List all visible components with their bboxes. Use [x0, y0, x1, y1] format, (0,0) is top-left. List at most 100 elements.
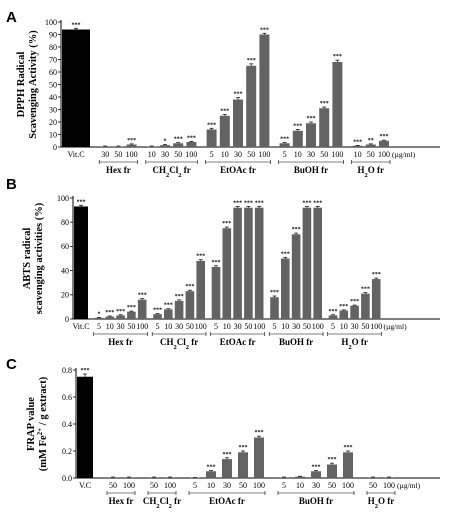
panel-a-ylabel-line: DPPH Radical: [16, 52, 27, 118]
panel-b-significance-label: ***: [339, 304, 348, 310]
panel-b-significance-label: ***: [175, 294, 184, 300]
panel-a-x-tick-label: 50: [320, 150, 328, 159]
panel-a-significance-label: ***: [247, 58, 256, 64]
panel-a-y-tick-label: 0: [53, 143, 57, 152]
panel-b-x-tick-label: 30: [351, 322, 359, 331]
panel-b-unit-label: (µg/ml): [384, 322, 408, 331]
panel-a-x-tick-label: 10: [354, 150, 362, 159]
panel-b-significance-label: ***: [302, 200, 311, 206]
panel-a-bar: [160, 145, 170, 147]
panel-b-x-tick-label: 100: [136, 322, 148, 331]
panel-b-bar: [371, 279, 381, 319]
panel-b-significance-label: ***: [372, 272, 381, 278]
panel-a-bar: [146, 146, 157, 147]
panel-a-significance-label: *: [164, 139, 167, 145]
panel-b-x-tick-label: Vit.C: [72, 322, 89, 331]
panel-b-x-tick-label: 5: [97, 322, 101, 331]
panel-a-x-tick-label: 50: [174, 150, 182, 159]
panel-b-significance-label: ***: [105, 310, 114, 316]
panel-b-x-tick-label: 30: [292, 322, 300, 331]
panel-a-significance-label: ***: [174, 137, 183, 143]
panel-a-x-tick-label: 30: [234, 150, 242, 159]
panel-b-x-tick-label: 10: [281, 322, 289, 331]
panel-c-x-tick-label: 30: [223, 481, 231, 490]
panel-a-y-tick-label: 100: [45, 18, 57, 27]
panel-a-bar: [292, 130, 303, 147]
panel-a-bar: [100, 146, 111, 147]
panel-b-x-tick-label: 50: [186, 322, 194, 331]
panel-b-bar: [244, 207, 253, 319]
panel-a-bar: [259, 34, 270, 147]
panel-b-significance-label: ***: [329, 309, 338, 315]
panel-a-significance-label: ***: [280, 137, 289, 143]
panel-a-bar: [126, 144, 137, 147]
panel-c-x-tick-label: 5: [193, 481, 197, 490]
panel-b-bar: [74, 206, 88, 319]
panel-b-bar: [174, 300, 184, 319]
panel-b-x-tick-label: 5: [331, 322, 335, 331]
panel-c-bar: [254, 437, 264, 478]
panel-b-x-tick-label: 50: [127, 322, 135, 331]
panel-c-x-tick-label: 100: [253, 481, 265, 490]
panel-c-y-tick-label: 0.2: [62, 447, 72, 456]
panel-a-x-tick-label: 30: [161, 150, 169, 159]
panel-b-x-tick-label: 100: [370, 322, 382, 331]
panel-b-bar: [361, 293, 370, 319]
panel-b-group-label: H2O fr: [341, 337, 368, 351]
panel-a-x-tick-label: 10: [148, 150, 156, 159]
panel-b-significance-label: ***: [153, 308, 162, 314]
panel-a-significance-label: ***: [187, 135, 196, 141]
panel-c-group-label: CH2Cl2 fr: [143, 496, 181, 510]
panel-c-significance-label: ***: [239, 445, 248, 451]
panel-c-x-tick-label: 100: [123, 481, 135, 490]
panel-b-group-label: BuOH fr: [279, 337, 313, 347]
panel-b-y-tick-label: 0: [65, 315, 69, 324]
panel-b-x-tick-label: 5: [156, 322, 160, 331]
panel-c-bar: [343, 452, 353, 478]
panel-b-bar: [350, 305, 359, 319]
panel-a-y-tick-label: 80: [49, 43, 57, 52]
panel-c-group-label: BuOH fr: [299, 496, 333, 506]
panel-c-y-tick-label: 0.6: [62, 393, 72, 402]
panel-b-significance-label: ***: [270, 290, 279, 296]
panel-c-x-tick-label: 50: [369, 481, 377, 490]
panel-b-bar: [281, 258, 290, 319]
panel-c-bar: [77, 376, 93, 478]
panel-a-x-tick-label: 100: [378, 150, 390, 159]
panel-a-group-label: CH2Cl2 fr: [152, 165, 190, 179]
panel-b-x-tick-label: 30: [175, 322, 183, 331]
panel-b-bar: [94, 317, 104, 319]
panel-b-y-tick-label: 60: [61, 242, 69, 251]
panel-b-significance-label: ***: [185, 284, 194, 290]
panel-a-x-tick-label: 10: [294, 150, 302, 159]
panel-c-x-tick-label: 50: [328, 481, 336, 490]
panel-b-x-tick-label: 50: [303, 322, 311, 331]
panel-a-bar: [379, 140, 389, 147]
panel-b-ylabel-line: scavenging activities (%): [34, 202, 45, 314]
panel-a-ylabel-line: Scavenging Activity (%): [28, 30, 39, 139]
panel-b-group-label: CH2Cl2 fr: [160, 337, 198, 351]
panel-c-significance-label: ***: [81, 368, 90, 374]
panel-c-group-label: Hex fr: [109, 496, 134, 506]
panel-c-bar: [108, 477, 118, 478]
panel-b-ylabel-line: ABTS radical: [22, 228, 33, 290]
panel-b-bar: [233, 207, 242, 319]
panel-a-bar: [332, 62, 343, 147]
panel-a-x-tick-label: 100: [331, 150, 343, 159]
panel-a-significance-label: ***: [207, 122, 216, 128]
panel-a-significance-label: ***: [353, 139, 362, 145]
panel-b-x-tick-label: 10: [164, 322, 172, 331]
panel-c-bar: [238, 452, 248, 478]
panel-c-bar: [279, 477, 289, 478]
panel-a-bar: [246, 65, 257, 147]
panel-b-x-tick-label: 100: [195, 322, 207, 331]
panel-b-x-tick-label: 5: [273, 322, 277, 331]
panel-c-bar: [295, 476, 305, 478]
panel-a-significance-label: ***: [234, 92, 243, 98]
panel-c-x-tick-label: 50: [150, 481, 158, 490]
panel-a-bar: [279, 143, 290, 147]
panel-b-group-label: EtOAc fr: [220, 337, 256, 347]
panel-c-significance-label: ***: [207, 465, 216, 471]
panel-c-group-label: EtOAc fr: [209, 496, 245, 506]
